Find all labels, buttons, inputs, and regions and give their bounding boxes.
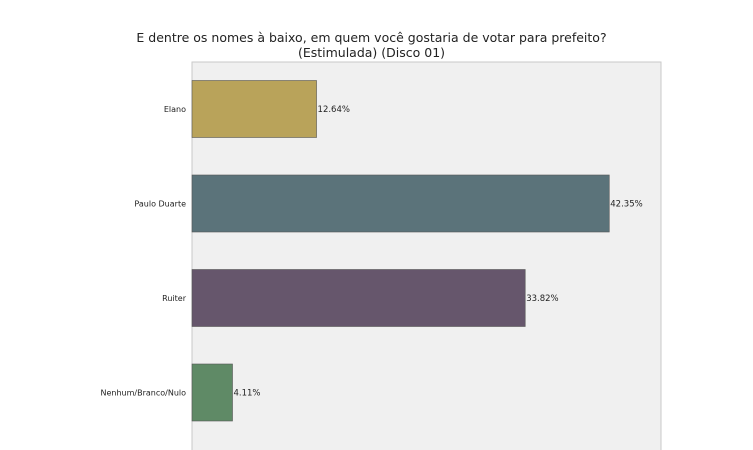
value-label: 12.64% xyxy=(318,105,350,115)
chart-title: E dentre os nomes à baixo, em quem você … xyxy=(136,30,607,45)
bar-paulo-duarte xyxy=(191,174,610,233)
category-label: Paulo Duarte xyxy=(134,200,186,209)
category-label: Nenhum/Branco/Nulo xyxy=(100,389,186,398)
category-label: Elano xyxy=(164,105,186,114)
value-label: 33.82% xyxy=(526,294,558,304)
bar-ruiter xyxy=(191,269,526,327)
bars-group: Elano 12.64% Paulo Duarte 42.35% Ruiter 33.82… xyxy=(100,80,643,422)
bar-elano xyxy=(191,80,317,138)
category-label: Ruiter xyxy=(162,294,187,303)
chart-title-block: E dentre os nomes à baixo, em quem você … xyxy=(0,30,753,60)
value-label: 4.11% xyxy=(233,389,260,399)
bar-nenhum-branco-nulo xyxy=(191,363,233,422)
chart-subtitle: (Estimulada) (Disco 01) xyxy=(297,45,446,60)
value-label: 42.35% xyxy=(610,200,642,210)
